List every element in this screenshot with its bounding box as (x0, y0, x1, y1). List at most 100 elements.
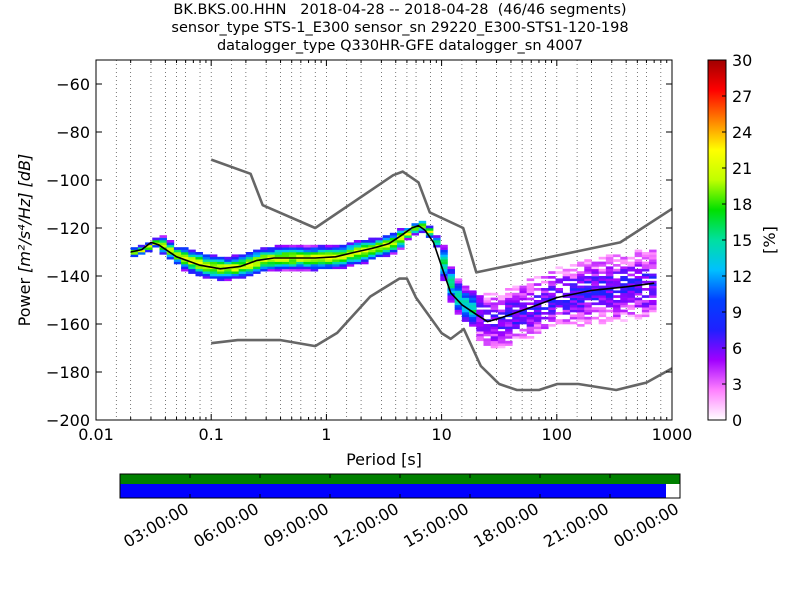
psd-cell (260, 264, 268, 267)
psd-cell (505, 295, 513, 298)
colorbar-tick-label: 30 (732, 51, 752, 70)
psd-cell (519, 304, 527, 308)
psd-cell (433, 244, 441, 248)
psd-cell (497, 338, 506, 342)
psd-cell (461, 314, 470, 318)
psd-cell (476, 338, 484, 342)
psd-cell (217, 266, 225, 270)
psd-cell (209, 268, 218, 272)
psd-cell (483, 297, 491, 301)
psd-cell (627, 300, 635, 303)
psd-cell (634, 285, 643, 289)
psd-cell (505, 312, 513, 315)
psd-cell (454, 290, 463, 294)
psd-cell (634, 259, 643, 262)
colorbar: 0 3 6 9 12 15 18 21 24 27 30 [%] (707, 51, 779, 430)
noise-model-low-line (211, 277, 672, 392)
psd-cell (209, 264, 218, 267)
psd-cell (389, 244, 398, 248)
psd-cell (181, 266, 189, 270)
psd-cell (641, 302, 650, 306)
psd-cell (641, 300, 650, 303)
psd-cell (497, 302, 506, 306)
psd-cell (598, 280, 607, 284)
psd-cell (562, 271, 571, 274)
noise-models (130, 158, 672, 392)
psd-cell (562, 309, 571, 313)
psd-cell (224, 256, 232, 260)
psd-cell (577, 314, 585, 318)
psd-cell (649, 276, 657, 279)
psd-cell (195, 252, 203, 255)
psd-cell (346, 247, 355, 250)
x-tick-label: 0.1 (198, 425, 223, 444)
psd-cell (620, 309, 628, 313)
psd-cell (620, 312, 628, 315)
psd-cell (469, 304, 477, 308)
psd-cell (317, 247, 326, 250)
psd-cell (512, 309, 520, 313)
psd-cell (634, 278, 643, 282)
psd-cell (505, 297, 513, 301)
psd-cell (289, 261, 297, 265)
psd-cell (317, 244, 326, 248)
psd-cell (137, 252, 146, 255)
psd-cell (166, 256, 175, 260)
psd-cell (577, 309, 585, 313)
psd-cell (217, 273, 225, 277)
psd-cell (353, 254, 362, 258)
psd-cell (260, 268, 268, 272)
psd-cell (454, 278, 463, 282)
psd-cell (497, 324, 506, 327)
psd-cell (562, 319, 571, 322)
psd-cell (649, 302, 657, 306)
psd-cell (627, 297, 635, 301)
psd-cell (634, 288, 643, 291)
psd-cell (526, 336, 535, 339)
psd-cell (245, 271, 254, 274)
psd-cell (598, 292, 607, 296)
psd-cell (447, 276, 455, 279)
psd-cell (627, 307, 635, 310)
psd-cell (569, 273, 578, 277)
psd-cell (533, 283, 542, 286)
psd-cell (505, 340, 513, 344)
psd-cell (469, 319, 477, 322)
psd-cell (649, 309, 657, 313)
psd-cell (245, 264, 254, 267)
psd-cell (469, 302, 477, 306)
psd-cell (188, 268, 196, 272)
psd-cell (620, 271, 628, 274)
psd-cell (620, 266, 628, 270)
psd-cell (555, 271, 563, 274)
psd-cell (533, 307, 542, 310)
psd-cell (303, 252, 311, 255)
psd-cell (346, 256, 355, 260)
psd-cell (483, 340, 491, 344)
colorbar-tick-label: 18 (732, 195, 752, 214)
psd-cell (641, 252, 650, 255)
title-line-2: sensor_type STS-1_E300 sensor_sn 29220_E… (171, 20, 629, 36)
psd-cell (548, 307, 556, 310)
psd-cell (145, 247, 153, 250)
psd-cell (627, 280, 635, 284)
psd-cell (519, 288, 527, 291)
psd-cell (238, 261, 247, 265)
psd-cell (569, 288, 578, 291)
psd-cell (404, 232, 412, 236)
psd-cell (440, 261, 448, 265)
psd-cell (224, 273, 232, 277)
psd-cell (497, 297, 506, 301)
psd-cell (188, 266, 196, 270)
psd-cell (605, 278, 614, 282)
psd-cell (584, 278, 592, 282)
psd-cell (145, 244, 153, 248)
psd-cell (569, 302, 578, 306)
psd-cell (548, 280, 556, 284)
psd-cell (533, 328, 542, 332)
psd-cell (289, 252, 297, 255)
psd-cell (476, 326, 484, 330)
psd-cell (555, 302, 563, 306)
psd-cell (548, 276, 556, 279)
psd-cell (469, 314, 477, 318)
